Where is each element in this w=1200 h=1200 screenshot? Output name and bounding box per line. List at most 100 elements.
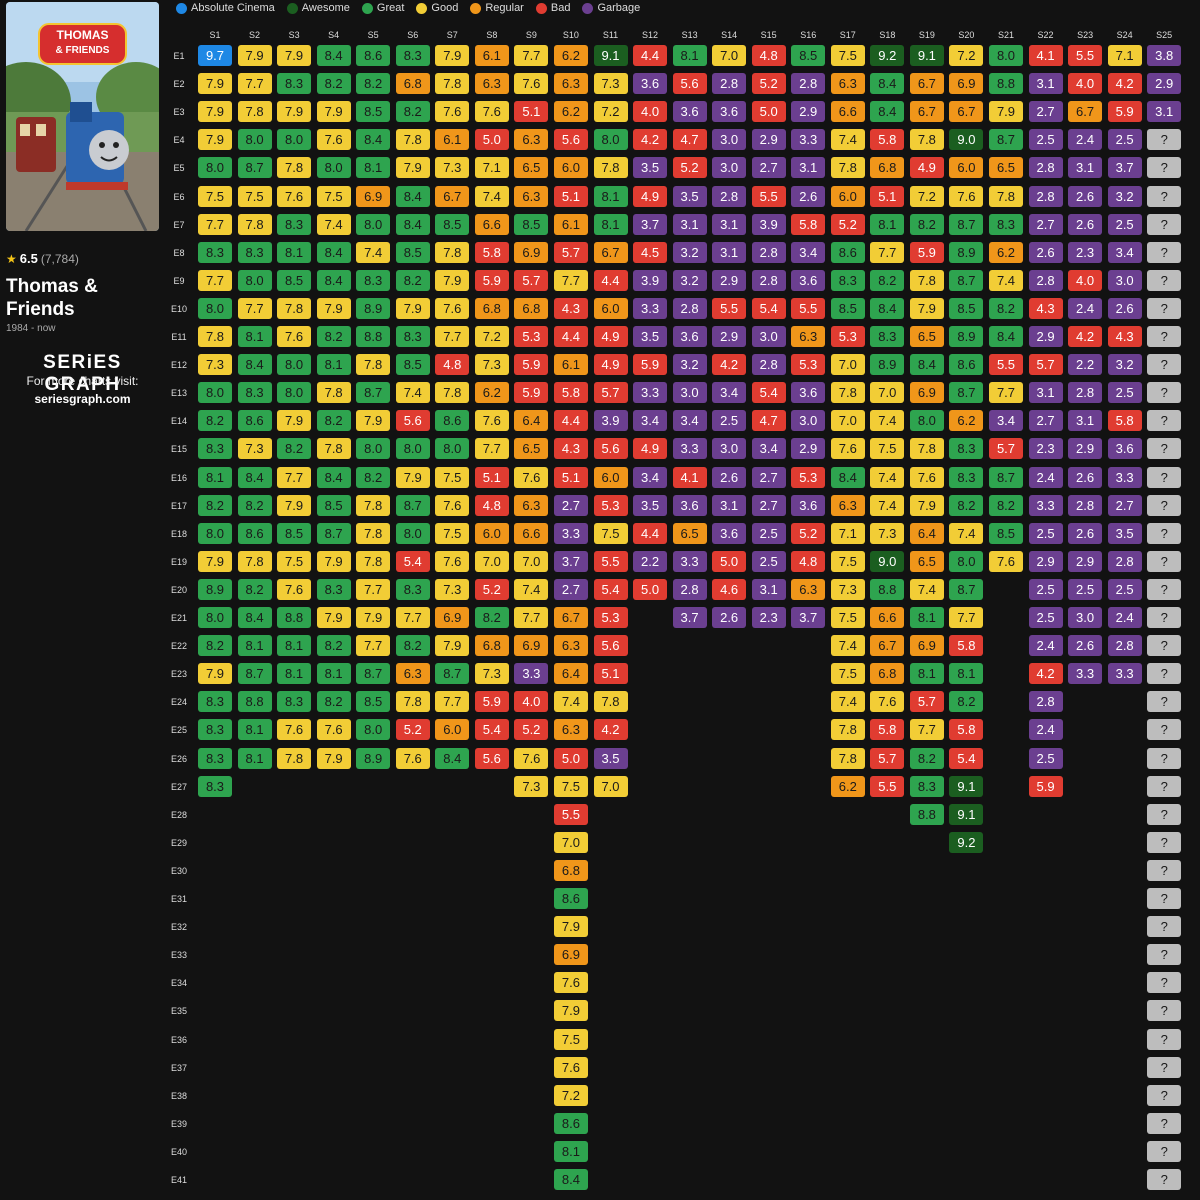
rating-cell[interactable]: 8.6 xyxy=(553,888,588,909)
rating-cell[interactable]: 3.1 xyxy=(712,213,747,235)
rating-cell[interactable]: 7.8 xyxy=(198,326,232,347)
rating-cell[interactable]: ? xyxy=(1147,213,1182,235)
rating-cell[interactable]: 8.0 xyxy=(277,129,312,151)
rating-cell[interactable]: 3.4 xyxy=(989,410,1023,432)
rating-cell[interactable]: 8.4 xyxy=(435,747,470,769)
rating-cell[interactable]: 7.7 xyxy=(989,382,1023,404)
rating-cell[interactable]: 6.3 xyxy=(830,494,865,516)
rating-cell[interactable]: 3.4 xyxy=(633,410,668,432)
rating-cell[interactable]: 3.5 xyxy=(672,185,707,207)
rating-cell[interactable]: 6.4 xyxy=(909,522,944,544)
rating-cell[interactable]: 7.8 xyxy=(356,494,391,516)
rating-cell[interactable]: 7.6 xyxy=(277,185,312,207)
rating-cell[interactable]: 8.2 xyxy=(198,635,232,657)
rating-cell[interactable]: 7.3 xyxy=(830,578,865,600)
rating-cell[interactable]: 6.6 xyxy=(870,607,905,628)
rating-cell[interactable]: 8.0 xyxy=(356,719,391,741)
rating-cell[interactable]: 3.3 xyxy=(672,438,707,460)
rating-cell[interactable]: 8.0 xyxy=(277,382,312,404)
rating-cell[interactable]: 3.3 xyxy=(1107,663,1142,685)
rating-cell[interactable]: 7.4 xyxy=(830,635,865,657)
rating-cell[interactable]: 7.9 xyxy=(277,494,312,516)
rating-cell[interactable]: 6.0 xyxy=(553,157,588,179)
rating-cell[interactable]: 7.9 xyxy=(277,45,312,66)
rating-cell[interactable]: 3.4 xyxy=(1107,241,1142,263)
brand-url[interactable]: seriesgraph.com xyxy=(34,392,131,406)
rating-cell[interactable]: 7.6 xyxy=(474,101,509,123)
rating-cell[interactable]: 5.8 xyxy=(474,241,509,263)
rating-cell[interactable]: 7.7 xyxy=(514,45,549,66)
rating-cell[interactable]: 3.3 xyxy=(1028,494,1063,516)
rating-cell[interactable]: 2.6 xyxy=(1068,466,1103,488)
rating-cell[interactable]: 7.6 xyxy=(514,466,549,488)
show-poster[interactable]: THOMAS & FRIENDS xyxy=(6,2,159,231)
rating-cell[interactable]: 8.0 xyxy=(316,157,351,179)
rating-cell[interactable]: 7.4 xyxy=(395,382,430,404)
rating-cell[interactable]: 6.1 xyxy=(474,45,509,66)
rating-cell[interactable]: 5.9 xyxy=(514,354,549,376)
rating-cell[interactable]: 4.2 xyxy=(1068,326,1103,347)
rating-cell[interactable]: 8.8 xyxy=(909,803,944,825)
rating-cell[interactable]: 8.4 xyxy=(356,129,391,151)
rating-cell[interactable]: 8.0 xyxy=(395,522,430,544)
rating-cell[interactable]: 6.7 xyxy=(1068,101,1103,123)
rating-cell[interactable]: 7.7 xyxy=(514,607,549,628)
rating-cell[interactable]: 2.5 xyxy=(1107,578,1142,600)
rating-cell[interactable]: 5.0 xyxy=(751,101,786,123)
rating-cell[interactable]: 8.1 xyxy=(316,663,351,685)
rating-cell[interactable]: 5.8 xyxy=(870,129,905,151)
rating-cell[interactable]: 2.4 xyxy=(1068,129,1103,151)
rating-cell[interactable]: 4.2 xyxy=(1107,73,1142,95)
rating-cell[interactable]: 8.5 xyxy=(949,297,984,319)
rating-cell[interactable]: 3.1 xyxy=(791,157,826,179)
rating-cell[interactable]: 7.5 xyxy=(435,522,470,544)
rating-cell[interactable]: 4.4 xyxy=(633,45,668,66)
rating-cell[interactable]: 3.6 xyxy=(633,73,668,95)
rating-cell[interactable]: 8.3 xyxy=(198,438,232,460)
rating-cell[interactable]: 6.6 xyxy=(474,213,509,235)
rating-cell[interactable]: 8.2 xyxy=(395,101,430,123)
rating-cell[interactable]: 8.7 xyxy=(356,382,391,404)
rating-cell[interactable]: 7.5 xyxy=(830,663,865,685)
rating-cell[interactable]: 6.0 xyxy=(593,466,628,488)
rating-cell[interactable]: 2.5 xyxy=(1028,578,1063,600)
rating-cell[interactable]: 7.8 xyxy=(316,438,351,460)
rating-cell[interactable]: 7.7 xyxy=(553,269,588,291)
rating-cell[interactable]: 7.8 xyxy=(237,550,272,572)
rating-cell[interactable]: 6.5 xyxy=(989,157,1023,179)
rating-cell[interactable]: 7.5 xyxy=(553,775,588,797)
rating-cell[interactable]: 6.1 xyxy=(435,129,470,151)
rating-cell[interactable]: ? xyxy=(1147,297,1182,319)
rating-cell[interactable]: 4.1 xyxy=(672,466,707,488)
rating-cell[interactable]: 8.1 xyxy=(909,663,944,685)
rating-cell[interactable]: 7.9 xyxy=(435,635,470,657)
rating-cell[interactable]: 5.9 xyxy=(514,382,549,404)
rating-cell[interactable]: 5.8 xyxy=(553,382,588,404)
rating-cell[interactable]: 5.6 xyxy=(474,747,509,769)
rating-cell[interactable]: 2.5 xyxy=(1107,382,1142,404)
rating-cell[interactable]: ? xyxy=(1147,607,1182,628)
rating-cell[interactable]: 7.8 xyxy=(830,382,865,404)
rating-cell[interactable]: 9.1 xyxy=(949,775,984,797)
rating-cell[interactable]: 7.7 xyxy=(198,269,232,291)
rating-cell[interactable]: 5.3 xyxy=(791,354,826,376)
rating-cell[interactable]: 2.5 xyxy=(1107,213,1142,235)
rating-cell[interactable]: 8.3 xyxy=(395,578,430,600)
rating-cell[interactable]: 7.5 xyxy=(435,466,470,488)
rating-cell[interactable]: 7.7 xyxy=(435,691,470,713)
rating-cell[interactable]: 5.7 xyxy=(1028,354,1063,376)
rating-cell[interactable]: 8.7 xyxy=(237,663,272,685)
rating-cell[interactable]: 8.4 xyxy=(316,269,351,291)
rating-cell[interactable]: 6.3 xyxy=(514,494,549,516)
rating-cell[interactable]: 6.3 xyxy=(514,185,549,207)
rating-cell[interactable]: 6.0 xyxy=(593,297,628,319)
rating-cell[interactable]: 7.8 xyxy=(277,157,312,179)
rating-cell[interactable]: 3.7 xyxy=(553,550,588,572)
rating-cell[interactable]: 6.7 xyxy=(593,241,628,263)
rating-cell[interactable]: 5.7 xyxy=(553,241,588,263)
rating-cell[interactable]: 8.0 xyxy=(949,550,984,572)
rating-cell[interactable]: 2.3 xyxy=(1068,241,1103,263)
rating-cell[interactable]: 3.6 xyxy=(672,326,707,347)
rating-cell[interactable]: 8.5 xyxy=(514,213,549,235)
rating-cell[interactable]: 7.8 xyxy=(909,269,944,291)
